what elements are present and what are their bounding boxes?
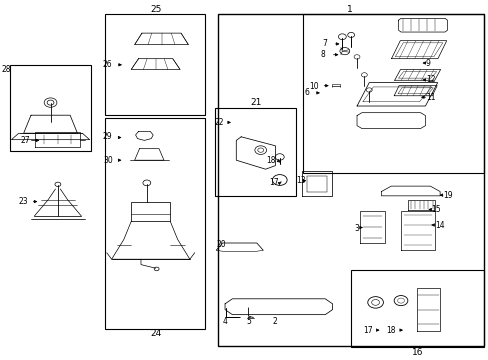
Text: 20: 20 xyxy=(216,240,225,248)
Bar xyxy=(10,65,90,151)
Text: 30: 30 xyxy=(103,156,113,165)
Text: 27: 27 xyxy=(21,136,30,145)
Text: 5: 5 xyxy=(245,317,250,326)
Text: 19: 19 xyxy=(442,191,452,199)
Text: 10: 10 xyxy=(308,82,318,91)
Text: 2: 2 xyxy=(271,317,276,326)
Text: 7: 7 xyxy=(322,40,326,49)
Bar xyxy=(105,14,205,115)
Text: 28: 28 xyxy=(1,65,11,74)
Text: 22: 22 xyxy=(214,118,224,127)
Text: 9: 9 xyxy=(425,59,430,68)
Text: 12: 12 xyxy=(426,76,435,85)
Text: 17: 17 xyxy=(362,325,372,335)
Bar xyxy=(105,118,205,329)
Text: 25: 25 xyxy=(150,5,161,14)
Text: 24: 24 xyxy=(150,328,161,338)
Bar xyxy=(215,108,295,196)
Text: 18: 18 xyxy=(265,156,275,165)
Text: 3: 3 xyxy=(354,224,359,233)
Text: 23: 23 xyxy=(19,197,28,206)
Text: 4: 4 xyxy=(222,317,227,326)
Text: 11: 11 xyxy=(426,93,435,102)
Text: 21: 21 xyxy=(250,98,261,107)
Text: 18: 18 xyxy=(386,325,395,335)
Text: 29: 29 xyxy=(102,132,112,141)
Text: 16: 16 xyxy=(411,348,423,356)
Text: 15: 15 xyxy=(430,205,440,214)
Text: 13: 13 xyxy=(295,176,305,185)
Bar xyxy=(217,14,483,346)
Text: 8: 8 xyxy=(320,50,325,59)
Bar xyxy=(350,270,483,347)
Text: 1: 1 xyxy=(346,5,352,14)
Text: 14: 14 xyxy=(434,220,444,230)
Text: 17: 17 xyxy=(268,179,278,188)
Text: 26: 26 xyxy=(102,60,112,69)
Bar xyxy=(303,14,483,173)
Text: 6: 6 xyxy=(304,89,309,98)
